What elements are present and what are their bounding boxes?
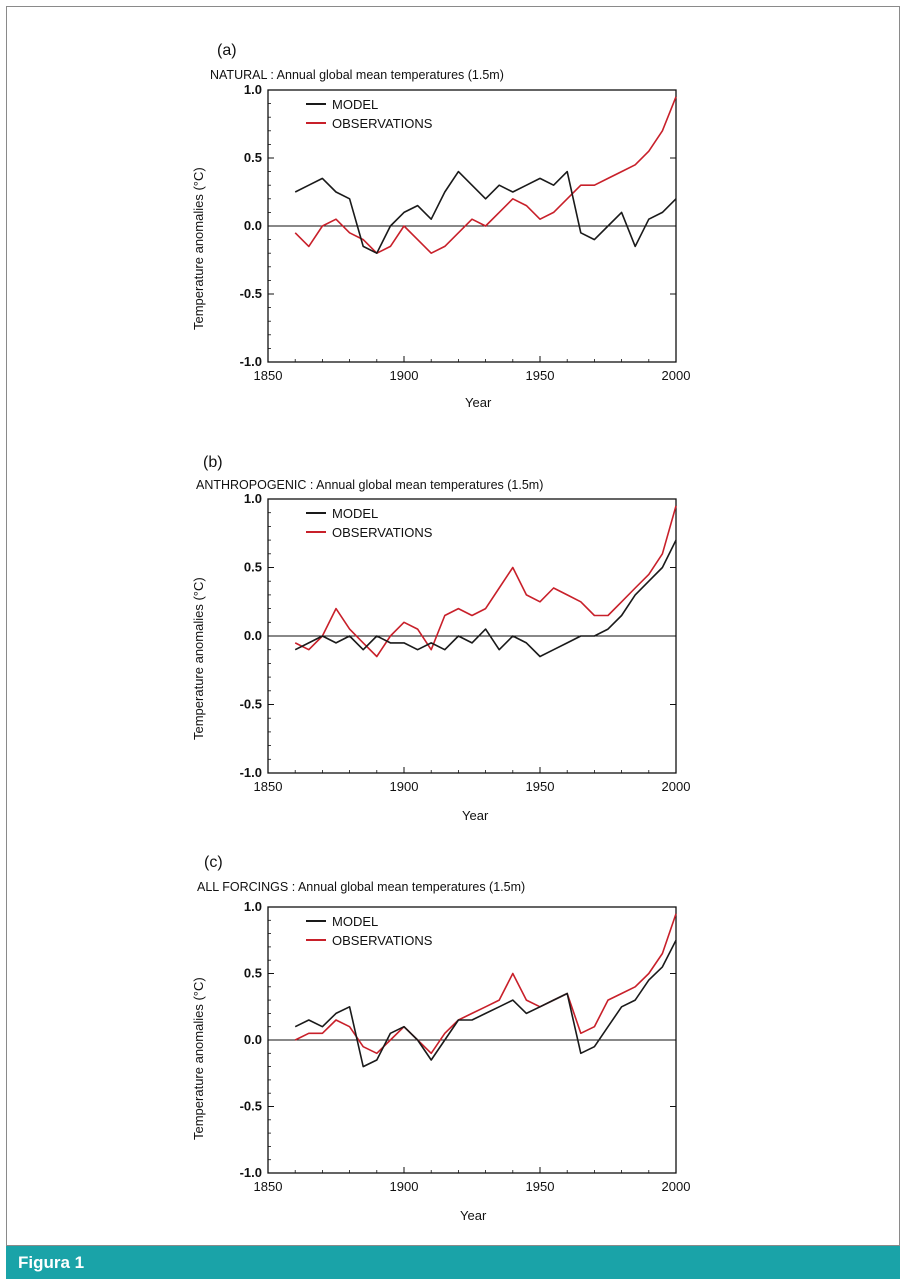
y-tick-label: -1.0 (240, 765, 262, 780)
y-tick-label: 1.0 (244, 899, 262, 914)
x-tick-label: 2000 (662, 1179, 691, 1194)
panel-label: (c) (204, 854, 223, 871)
y-tick-label: 0.0 (244, 1032, 262, 1047)
series-line-model (294, 939, 677, 1068)
y-tick-label: 1.0 (244, 82, 262, 97)
x-axis-label: Year (460, 1208, 487, 1223)
y-tick-label: -1.0 (240, 354, 262, 369)
y-tick-label: 0.0 (244, 628, 262, 643)
y-tick-label: 0.5 (244, 966, 262, 981)
legend-label: OBSERVATIONS (332, 116, 433, 131)
y-tick-label: 0.0 (244, 218, 262, 233)
x-tick-label: 2000 (662, 368, 691, 383)
series-line-observations (294, 505, 677, 658)
figure-frame (6, 6, 900, 1246)
legend-label: MODEL (332, 97, 378, 112)
x-tick-label: 1850 (254, 1179, 283, 1194)
series-line-observations (294, 913, 677, 1055)
y-axis-label: Temperature anomalies (°C) (191, 577, 206, 740)
x-tick-label: 2000 (662, 779, 691, 794)
panel-c: (c) ALL FORCINGS : Annual global mean te… (191, 854, 690, 1223)
series-line-model (294, 539, 677, 658)
chart-title: ALL FORCINGS : Annual global mean temper… (197, 880, 525, 894)
y-tick-label: 0.5 (244, 150, 262, 165)
panel-label: (b) (203, 454, 223, 471)
y-axis-label: Temperature anomalies (°C) (191, 167, 206, 330)
y-tick-label: -0.5 (240, 697, 262, 712)
legend-label: OBSERVATIONS (332, 525, 433, 540)
chart-title: ANTHROPOGENIC : Annual global mean tempe… (196, 478, 543, 492)
series-line-model (294, 170, 677, 254)
caption-bar: Figura 1 (6, 1246, 900, 1279)
panel-label: (a) (217, 42, 237, 59)
x-tick-label: 1900 (390, 1179, 419, 1194)
series-line-observations (294, 96, 677, 254)
y-tick-label: -0.5 (240, 286, 262, 301)
x-tick-label: 1950 (526, 368, 555, 383)
figure-caption: Figura 1 (18, 1253, 85, 1272)
legend-label: MODEL (332, 914, 378, 929)
y-tick-label: 0.5 (244, 560, 262, 575)
panel-b: (b) ANTHROPOGENIC : Annual global mean t… (191, 454, 690, 823)
legend-label: OBSERVATIONS (332, 933, 433, 948)
y-tick-label: -0.5 (240, 1099, 262, 1114)
y-tick-label: 1.0 (244, 491, 262, 506)
x-tick-label: 1900 (390, 368, 419, 383)
x-tick-label: 1950 (526, 1179, 555, 1194)
x-axis-label: Year (465, 395, 492, 410)
x-tick-label: 1900 (390, 779, 419, 794)
x-tick-label: 1850 (254, 368, 283, 383)
y-axis-label: Temperature anomalies (°C) (191, 977, 206, 1140)
x-axis-label: Year (462, 808, 489, 823)
panel-a: (a) NATURAL : Annual global mean tempera… (191, 42, 690, 410)
y-tick-label: -1.0 (240, 1165, 262, 1180)
x-tick-label: 1950 (526, 779, 555, 794)
charts-container: (a) NATURAL : Annual global mean tempera… (191, 42, 690, 1223)
chart-title: NATURAL : Annual global mean temperature… (210, 68, 504, 82)
x-tick-label: 1850 (254, 779, 283, 794)
legend-label: MODEL (332, 506, 378, 521)
